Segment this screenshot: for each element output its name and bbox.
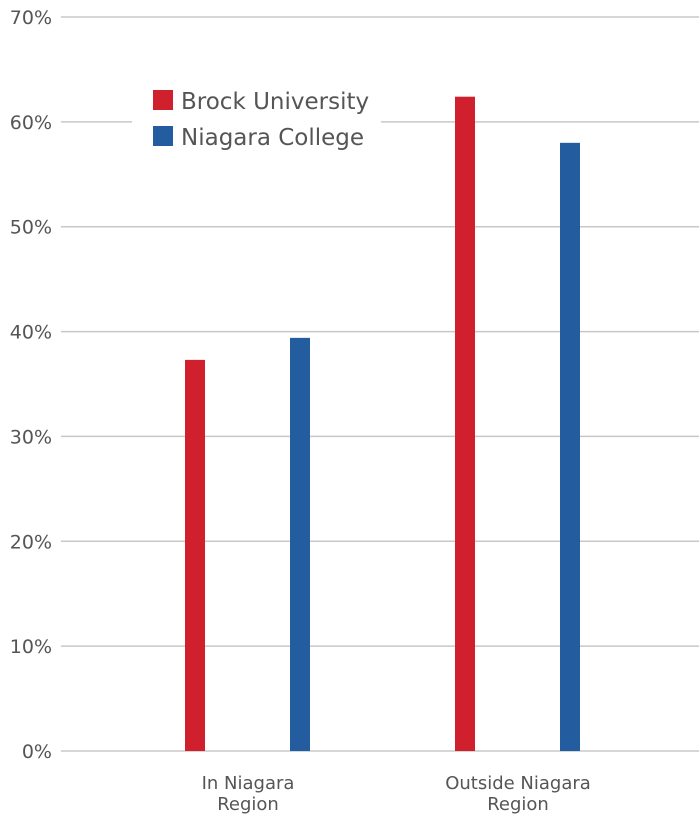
bar bbox=[455, 96, 475, 752]
y-tick-label: 10% bbox=[10, 636, 52, 658]
bar bbox=[185, 359, 205, 751]
y-tick-label: 70% bbox=[10, 7, 52, 29]
y-tick-label: 40% bbox=[10, 322, 52, 344]
bar bbox=[290, 337, 310, 751]
y-tick-label: 50% bbox=[10, 217, 52, 239]
bars bbox=[185, 96, 580, 752]
bar bbox=[560, 142, 580, 752]
x-category-label: Outside Niagara Region bbox=[445, 773, 591, 815]
y-tick-label: 0% bbox=[22, 741, 52, 763]
legend-swatch bbox=[153, 90, 173, 110]
y-tick-label: 20% bbox=[10, 531, 52, 553]
legend-label: Niagara College bbox=[181, 125, 364, 151]
x-axis-categories: In Niagara Region Outside Niagara Region bbox=[202, 773, 591, 815]
y-axis-ticks: 0% 10% 20% 30% 40% 50% 60% 70% bbox=[10, 7, 52, 763]
x-category-label: In Niagara Region bbox=[202, 773, 295, 815]
legend-swatch bbox=[153, 126, 173, 146]
legend-label: Brock University bbox=[181, 89, 369, 115]
gridlines bbox=[61, 16, 699, 752]
legend: Brock University Niagara College bbox=[153, 89, 369, 151]
y-tick-label: 30% bbox=[10, 426, 52, 448]
y-tick-label: 60% bbox=[10, 112, 52, 134]
